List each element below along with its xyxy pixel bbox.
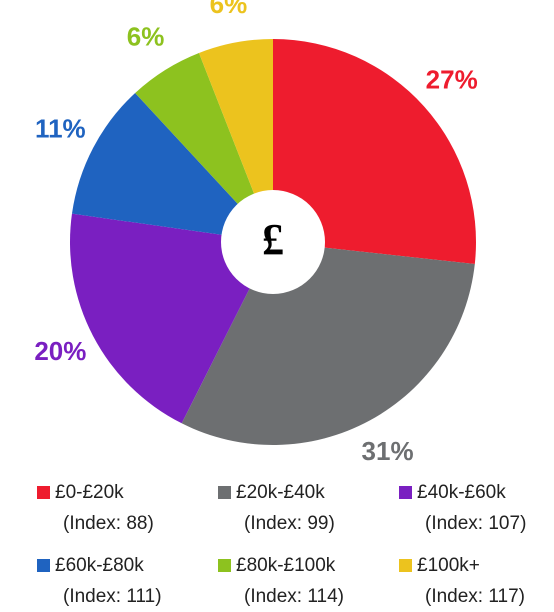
legend-label: £100k+: [417, 555, 480, 576]
data-label: 6%: [210, 0, 248, 19]
center-label: £: [262, 215, 284, 264]
legend-index: (Index: 107): [425, 513, 526, 534]
slice: [71, 92, 274, 243]
slice: [69, 213, 273, 424]
legend-swatch: [218, 559, 231, 572]
data-label: 27%: [426, 65, 478, 95]
legend-swatch: [399, 486, 412, 499]
legend-swatch: [399, 559, 412, 572]
legend-swatch: [37, 486, 50, 499]
slice: [181, 242, 475, 445]
pie: [69, 39, 477, 445]
data-label: 31%: [362, 436, 414, 466]
data-label: 6%: [127, 22, 165, 52]
data-label: 20%: [34, 336, 86, 366]
legend-swatch: [37, 559, 50, 572]
legend-index: (Index: 114): [244, 586, 344, 607]
legend-index: (Index: 111): [63, 586, 162, 607]
legend-label: £40k-£60k: [417, 482, 506, 503]
slice: [135, 52, 273, 243]
center-hole: [221, 190, 325, 294]
legend-label: £20k-£40k: [236, 482, 325, 503]
legend-index: (Index: 88): [63, 513, 154, 534]
legend-index: (Index: 99): [244, 513, 335, 534]
slice: [198, 39, 273, 242]
legend-label: £80k-£100k: [236, 555, 336, 576]
legend-label: £60k-£80k: [55, 555, 144, 576]
slice: [273, 39, 477, 265]
legend-label: £0-£20k: [55, 482, 124, 503]
legend-swatch: [218, 486, 231, 499]
legend-index: (Index: 117): [425, 586, 525, 607]
data-label: 11%: [35, 114, 86, 144]
